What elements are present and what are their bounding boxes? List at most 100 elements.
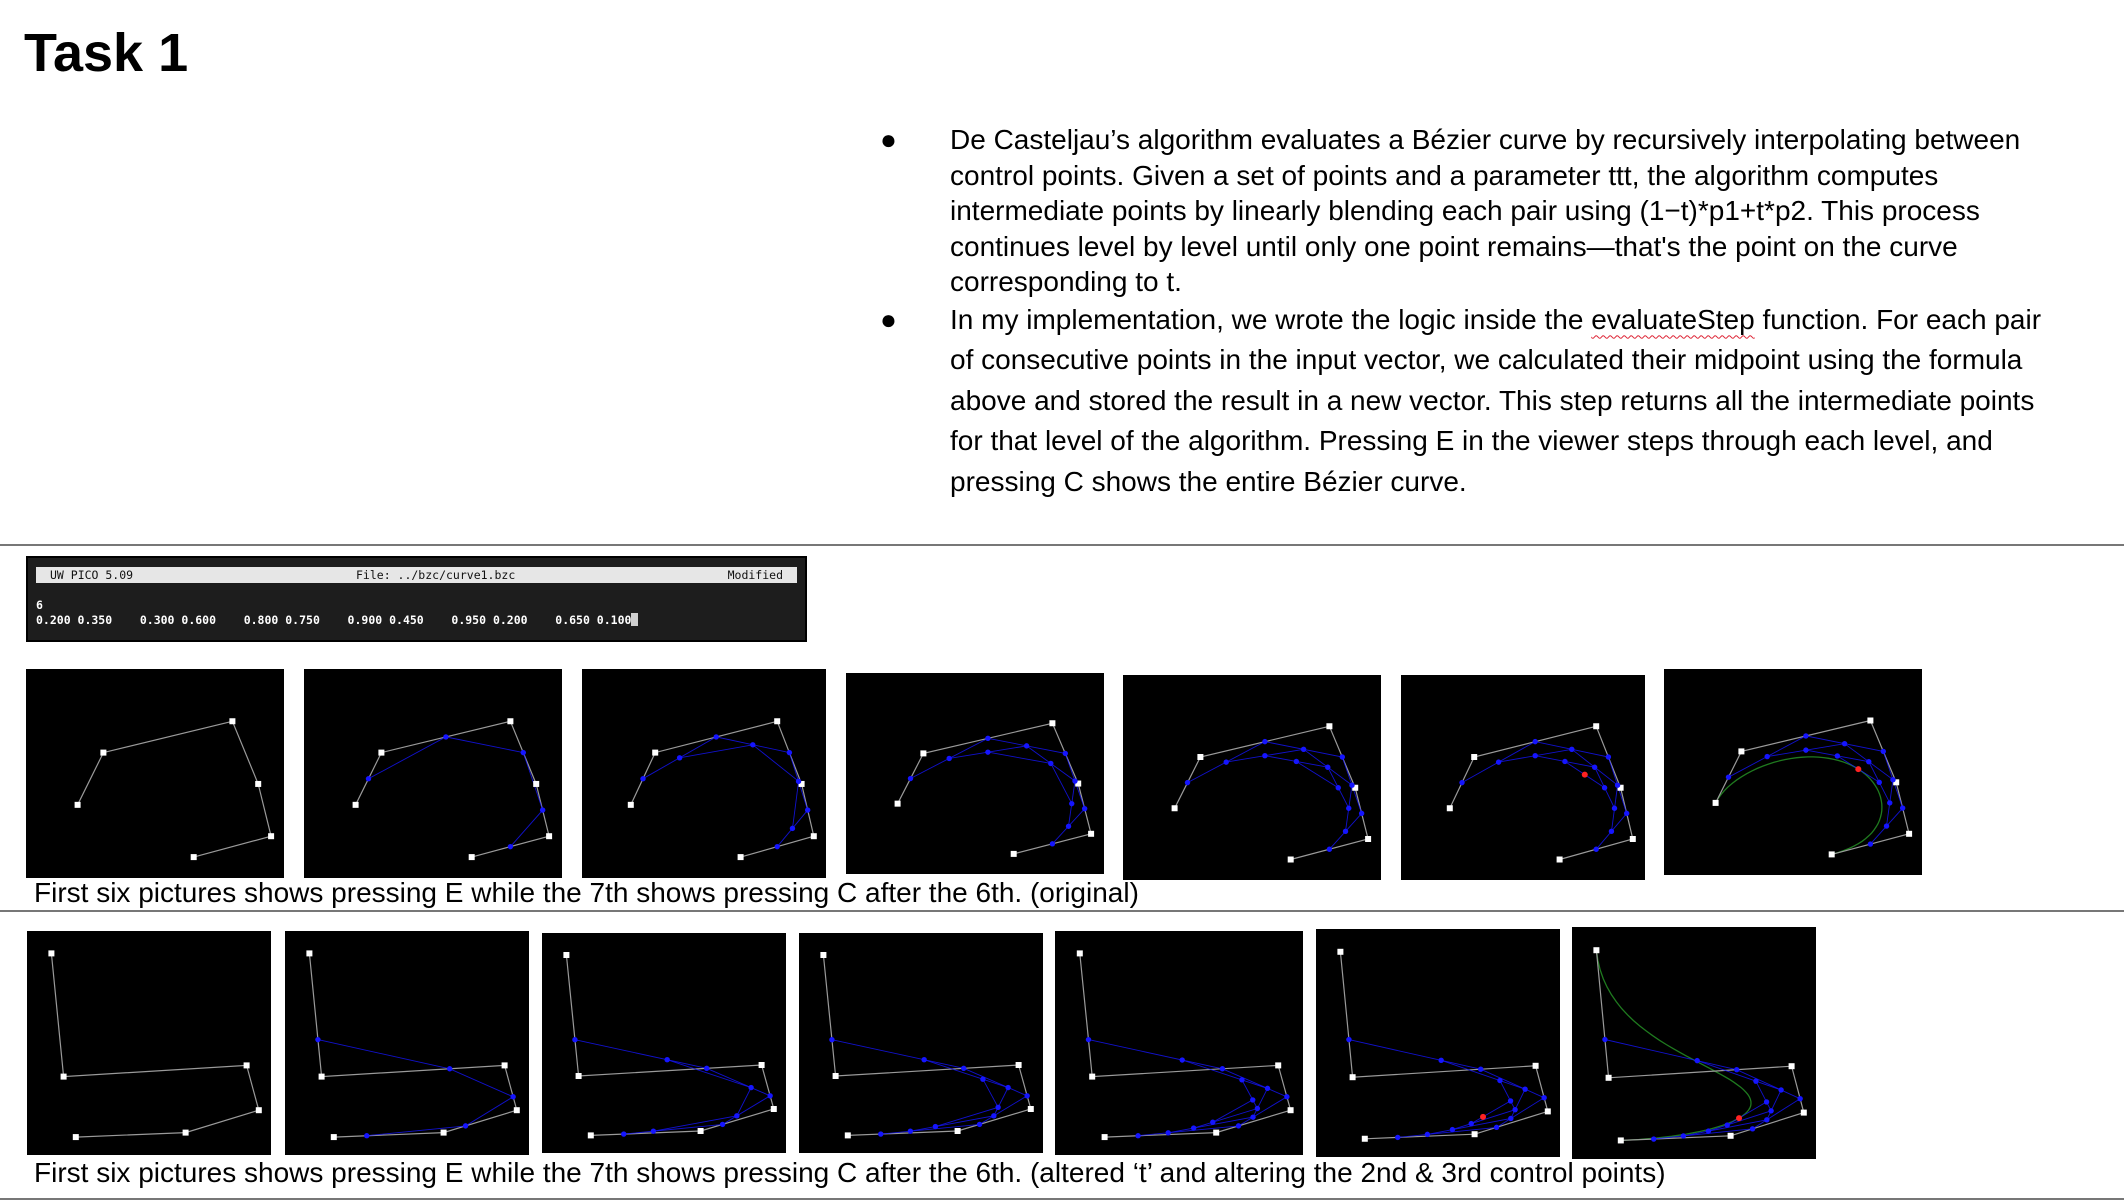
intermediate-point	[1459, 779, 1465, 786]
intermediate-point	[1593, 846, 1599, 852]
control-point	[1593, 947, 1600, 954]
control-point	[1197, 754, 1204, 760]
spellcheck-word[interactable]: evaluateStep	[1591, 303, 1755, 335]
intermediate-point	[1512, 1106, 1518, 1113]
intermediate-polygon	[1805, 749, 1891, 804]
intermediate-point	[878, 1131, 884, 1137]
control-point	[1712, 799, 1719, 806]
intermediate-point	[447, 1066, 453, 1072]
intermediate-point	[1478, 1066, 1484, 1072]
intermediate-point	[991, 1113, 997, 1119]
intermediate-point	[795, 778, 802, 785]
bezier-curve	[1595, 950, 1752, 1142]
terminal-title-bar: UW PICO 5.09 File: ../bzc/curve1.bzc Mod…	[36, 567, 797, 583]
intermediate-point	[1803, 733, 1809, 739]
control-point	[1617, 1137, 1624, 1144]
control-point	[810, 833, 817, 840]
intermediate-polygon	[1470, 1100, 1511, 1124]
viewer-screenshot	[1055, 931, 1303, 1155]
control-point	[798, 780, 805, 787]
control-point	[627, 801, 634, 808]
text-cursor	[631, 613, 639, 626]
terminal-line-count: 6	[36, 598, 43, 612]
curve-point	[1855, 766, 1862, 773]
intermediate-point	[1449, 1126, 1456, 1133]
terminal-screenshot: UW PICO 5.09 File: ../bzc/curve1.bzc Mod…	[26, 556, 807, 642]
control-point	[697, 1128, 704, 1134]
bezier-viewer	[1712, 717, 1913, 858]
viewer-screenshot	[27, 931, 271, 1155]
control-point	[1049, 720, 1056, 727]
explanation-list: ● De Casteljau’s algorithm evaluates a B…	[880, 122, 2050, 502]
control-point	[1800, 1109, 1807, 1116]
intermediate-point	[1749, 1126, 1756, 1132]
control-point	[440, 1129, 447, 1136]
intermediate-point	[1250, 1114, 1256, 1120]
intermediate-point	[640, 776, 646, 782]
control-point	[758, 1062, 765, 1068]
bullet-text-start: In my implementation, we wrote the logic…	[950, 303, 1592, 335]
control-point	[182, 1129, 189, 1136]
intermediate-point	[734, 1113, 740, 1119]
intermediate-point	[907, 1128, 914, 1134]
control-point	[318, 1073, 325, 1080]
control-point	[513, 1107, 520, 1114]
intermediate-point	[1048, 760, 1054, 767]
intermediate-polygon	[1708, 1080, 1772, 1132]
terminal-app-name: UW PICO 5.09	[50, 568, 134, 582]
intermediate-point	[1339, 754, 1345, 760]
control-polygon	[1595, 950, 1805, 1141]
intermediate-point	[1165, 1130, 1171, 1136]
control-point	[737, 854, 744, 861]
intermediate-point	[1024, 1093, 1030, 1099]
intermediate-polygon	[1193, 1079, 1259, 1129]
intermediate-point	[1694, 1057, 1700, 1064]
control-point	[954, 1128, 961, 1134]
intermediate-point	[1797, 1095, 1803, 1102]
intermediate-point	[1680, 1133, 1687, 1139]
intermediate-polygon	[1088, 1039, 1288, 1137]
intermediate-point	[1532, 753, 1538, 759]
intermediate-point	[1358, 810, 1365, 817]
intermediate-point	[1495, 759, 1502, 765]
viewer-screenshot	[1664, 669, 1922, 875]
intermediate-point	[980, 1076, 986, 1082]
control-polygon	[1449, 725, 1634, 861]
control-point	[546, 833, 553, 840]
intermediate-point	[1264, 1085, 1271, 1092]
intermediate-point	[946, 755, 952, 762]
control-polygon	[630, 720, 815, 858]
bezier-viewer	[74, 718, 275, 861]
control-point	[820, 952, 827, 958]
control-point	[1326, 723, 1333, 730]
intermediate-point	[1184, 779, 1191, 786]
intermediate-polygon	[574, 1039, 772, 1135]
control-point	[1617, 784, 1624, 791]
control-polygon	[355, 720, 550, 858]
control-point	[844, 1132, 851, 1139]
intermediate-point	[1335, 785, 1341, 791]
control-polygon	[897, 722, 1092, 855]
intermediate-point	[1179, 1057, 1185, 1063]
intermediate-point	[1300, 746, 1307, 753]
intermediate-point	[462, 1123, 469, 1129]
control-point	[1593, 723, 1600, 730]
control-point	[1352, 784, 1359, 791]
intermediate-point	[1508, 1115, 1514, 1122]
bezier-viewer	[1446, 723, 1636, 863]
control-point	[255, 780, 262, 787]
bezier-viewer	[48, 950, 262, 1141]
control-point	[1101, 1134, 1108, 1141]
intermediate-point	[1734, 1066, 1740, 1073]
intermediate-point	[443, 734, 449, 740]
control-point	[1828, 851, 1835, 858]
control-point	[229, 718, 236, 725]
intermediate-point	[1395, 1134, 1401, 1141]
control-point	[468, 854, 475, 861]
control-point	[1287, 1107, 1294, 1114]
bullet-dot: ●	[880, 124, 897, 155]
intermediate-point	[976, 1121, 983, 1128]
intermediate-point	[1522, 1086, 1528, 1092]
intermediate-point	[539, 807, 546, 813]
control-point	[1349, 1074, 1356, 1081]
